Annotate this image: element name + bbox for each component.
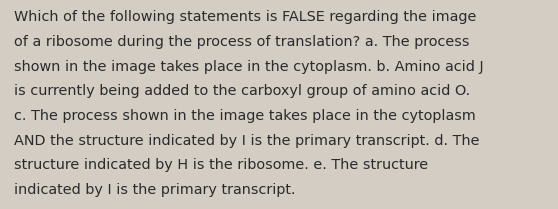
Text: Which of the following statements is FALSE regarding the image: Which of the following statements is FAL… xyxy=(14,10,477,24)
Text: indicated by I is the primary transcript.: indicated by I is the primary transcript… xyxy=(14,183,295,197)
Text: AND the structure indicated by I is the primary transcript. d. The: AND the structure indicated by I is the … xyxy=(14,134,479,148)
Text: is currently being added to the carboxyl group of amino acid O.: is currently being added to the carboxyl… xyxy=(14,84,470,98)
Text: of a ribosome during the process of translation? a. The process: of a ribosome during the process of tran… xyxy=(14,35,469,49)
Text: structure indicated by H is the ribosome. e. The structure: structure indicated by H is the ribosome… xyxy=(14,158,428,172)
Text: shown in the image takes place in the cytoplasm. b. Amino acid J: shown in the image takes place in the cy… xyxy=(14,60,484,74)
Text: c. The process shown in the image takes place in the cytoplasm: c. The process shown in the image takes … xyxy=(14,109,476,123)
